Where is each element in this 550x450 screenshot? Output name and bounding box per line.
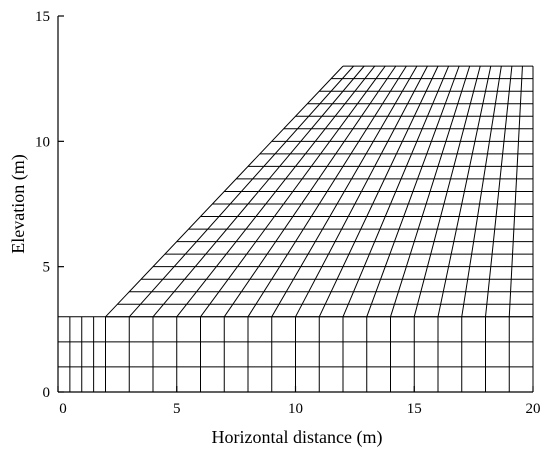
tick-label: 0 (59, 401, 67, 417)
tick-label: 10 (288, 401, 303, 417)
mesh-line-column (318, 65, 439, 318)
mesh-line-column (152, 65, 365, 318)
mesh-line-column (200, 65, 386, 318)
mesh-line-column (437, 66, 492, 317)
mesh-line-column (105, 65, 344, 318)
tick-label: 0 (43, 385, 51, 401)
mesh-line-column (295, 65, 428, 318)
x-axis-title: Horizontal distance (m) (212, 427, 383, 448)
tick-label: 15 (35, 9, 50, 25)
tick-label: 15 (407, 401, 422, 417)
tick-label: 5 (43, 260, 51, 276)
mesh-line-column (390, 65, 471, 317)
mesh-line-column (461, 66, 502, 317)
mesh-line-column (247, 65, 407, 318)
mesh-line-column (342, 65, 450, 317)
tick-label: 5 (173, 401, 181, 417)
mesh-line-column (366, 65, 460, 317)
tick-marks (57, 15, 534, 393)
mesh-line-column (485, 66, 513, 317)
mesh-grid (57, 65, 534, 393)
tick-label: 20 (526, 401, 541, 417)
tick-label: 10 (35, 134, 50, 150)
mesh-line-column (413, 66, 481, 317)
y-axis-title: Elevation (m) (8, 154, 29, 253)
mesh-line-column (176, 65, 376, 318)
tick-labels: 0 5 10 15 20 0 5 10 15 (35, 9, 541, 417)
mesh-line-column (271, 65, 418, 318)
mesh-line-column (508, 66, 523, 317)
mesh-line-column (223, 65, 397, 318)
mesh-line-column (128, 65, 354, 318)
